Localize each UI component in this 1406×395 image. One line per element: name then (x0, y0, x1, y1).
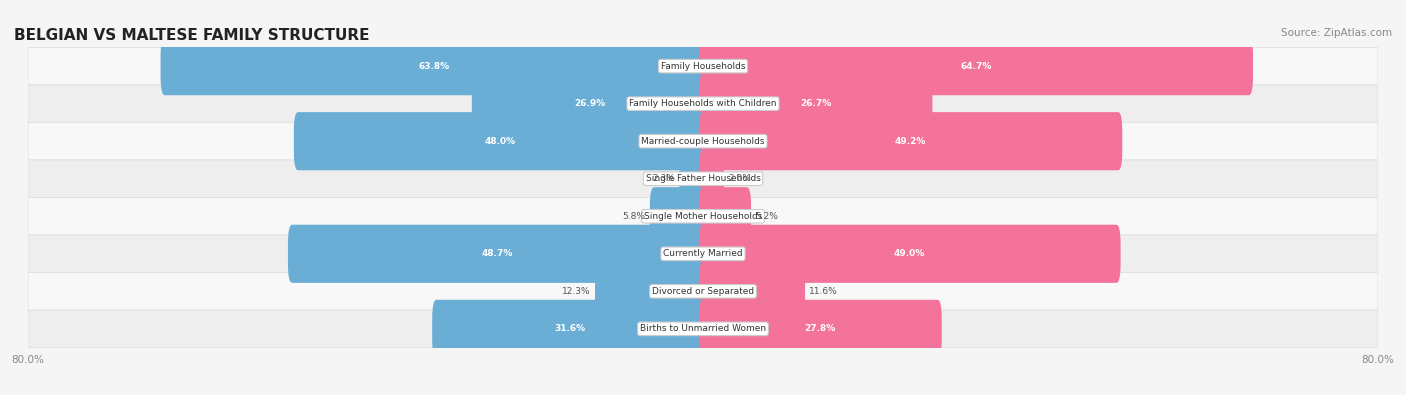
Text: 49.2%: 49.2% (894, 137, 927, 146)
Text: Single Father Households: Single Father Households (645, 174, 761, 183)
FancyBboxPatch shape (28, 122, 1378, 160)
Text: 11.6%: 11.6% (810, 287, 838, 296)
FancyBboxPatch shape (28, 310, 1378, 348)
FancyBboxPatch shape (699, 187, 751, 245)
Text: 12.3%: 12.3% (562, 287, 591, 296)
FancyBboxPatch shape (28, 85, 1378, 122)
FancyBboxPatch shape (595, 262, 707, 320)
Text: 2.3%: 2.3% (652, 174, 675, 183)
FancyBboxPatch shape (28, 235, 1378, 273)
FancyBboxPatch shape (28, 198, 1378, 235)
FancyBboxPatch shape (432, 300, 707, 358)
FancyBboxPatch shape (28, 160, 1378, 198)
Text: BELGIAN VS MALTESE FAMILY STRUCTURE: BELGIAN VS MALTESE FAMILY STRUCTURE (14, 28, 370, 43)
Text: Family Households: Family Households (661, 62, 745, 71)
Text: 5.2%: 5.2% (755, 212, 778, 221)
FancyBboxPatch shape (160, 37, 707, 95)
Text: 26.9%: 26.9% (574, 99, 605, 108)
FancyBboxPatch shape (699, 112, 1122, 170)
Text: 64.7%: 64.7% (960, 62, 991, 71)
FancyBboxPatch shape (294, 112, 707, 170)
Text: Divorced or Separated: Divorced or Separated (652, 287, 754, 296)
FancyBboxPatch shape (679, 150, 707, 208)
Text: Single Mother Households: Single Mother Households (644, 212, 762, 221)
FancyBboxPatch shape (28, 273, 1378, 310)
Text: 49.0%: 49.0% (894, 249, 925, 258)
FancyBboxPatch shape (699, 225, 1121, 283)
FancyBboxPatch shape (699, 300, 942, 358)
Text: 2.0%: 2.0% (728, 174, 751, 183)
Text: 26.7%: 26.7% (800, 99, 831, 108)
Text: 5.8%: 5.8% (623, 212, 645, 221)
FancyBboxPatch shape (699, 150, 724, 208)
FancyBboxPatch shape (650, 187, 707, 245)
FancyBboxPatch shape (28, 47, 1378, 85)
Text: Births to Unmarried Women: Births to Unmarried Women (640, 324, 766, 333)
FancyBboxPatch shape (472, 75, 707, 133)
Text: 31.6%: 31.6% (554, 324, 585, 333)
FancyBboxPatch shape (288, 225, 707, 283)
FancyBboxPatch shape (699, 262, 806, 320)
Text: Married-couple Households: Married-couple Households (641, 137, 765, 146)
Text: 48.0%: 48.0% (485, 137, 516, 146)
FancyBboxPatch shape (699, 75, 932, 133)
Text: 27.8%: 27.8% (804, 324, 837, 333)
Text: 48.7%: 48.7% (482, 249, 513, 258)
Text: 63.8%: 63.8% (419, 62, 450, 71)
Text: Currently Married: Currently Married (664, 249, 742, 258)
Text: Source: ZipAtlas.com: Source: ZipAtlas.com (1281, 28, 1392, 38)
Text: Family Households with Children: Family Households with Children (630, 99, 776, 108)
FancyBboxPatch shape (699, 37, 1253, 95)
